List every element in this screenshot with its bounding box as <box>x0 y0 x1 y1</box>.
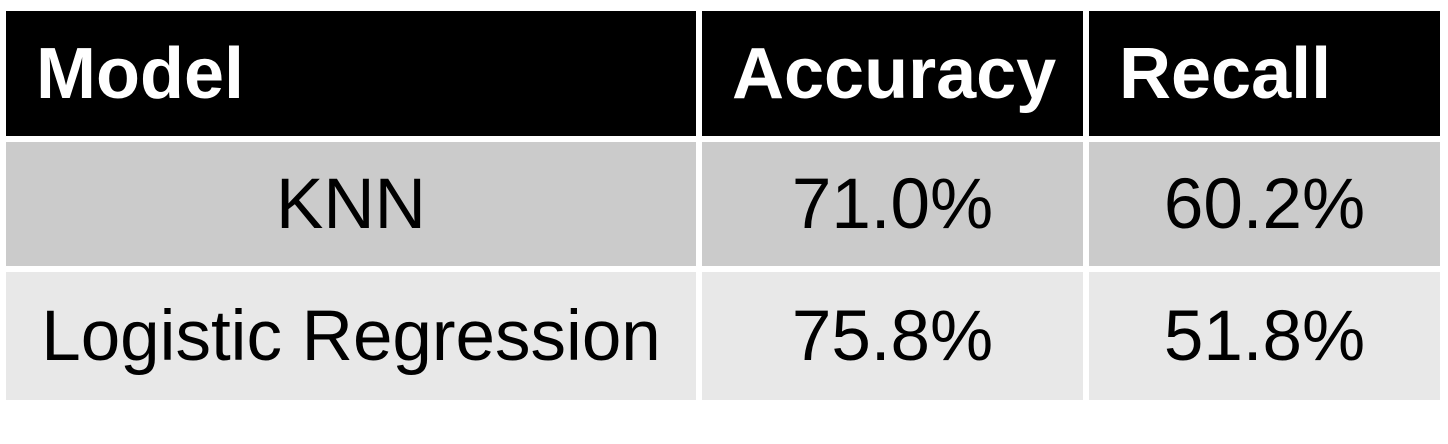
row-1-accuracy: 71.0% <box>702 142 1083 266</box>
row-2-accuracy: 75.8% <box>702 272 1083 400</box>
header-model: Model <box>6 11 696 136</box>
row-2-recall: 51.8% <box>1089 272 1440 400</box>
header-recall: Recall <box>1089 11 1440 136</box>
results-table: Model Accuracy Recall KNN 71.0% 60.2% Lo… <box>6 11 1440 400</box>
row-1-recall: 60.2% <box>1089 142 1440 266</box>
row-1-model: KNN <box>6 142 696 266</box>
header-accuracy: Accuracy <box>702 11 1083 136</box>
row-2-model: Logistic Regression <box>6 272 696 400</box>
